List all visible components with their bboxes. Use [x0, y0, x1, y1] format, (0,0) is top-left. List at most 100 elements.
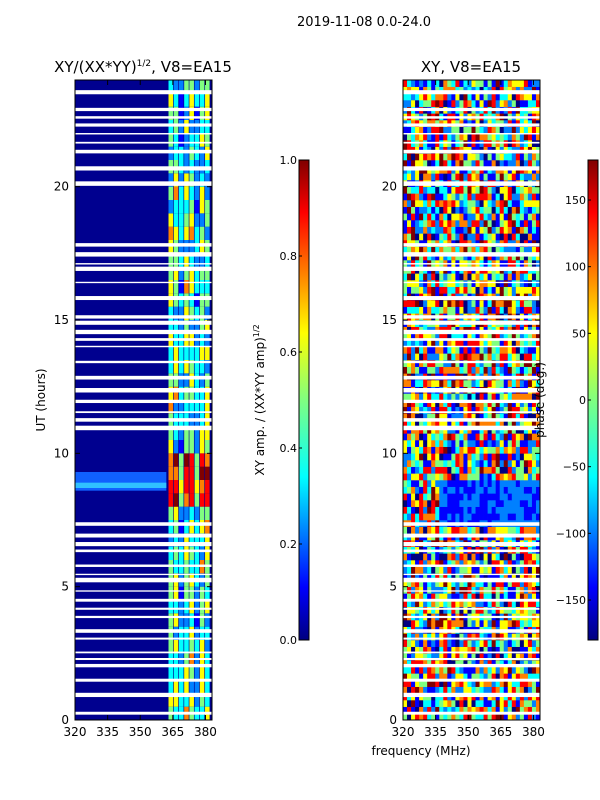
phase-cell [511, 253, 517, 261]
phase-cell [439, 206, 444, 214]
phase-cell [431, 406, 436, 414]
phase-cell [463, 486, 468, 494]
phase-cell [479, 433, 484, 441]
phase-cell [435, 446, 440, 454]
flagged-row [75, 657, 212, 661]
phase-cell [491, 506, 496, 514]
amp-cell [194, 506, 200, 520]
phase-cell [435, 413, 440, 421]
phase-cell [507, 453, 513, 461]
phase-cell [407, 80, 412, 87]
phase-cell [419, 86, 424, 94]
phase-cell [463, 513, 468, 521]
phase-cell [435, 80, 440, 87]
phase-cell [475, 86, 480, 94]
phase-cell [483, 246, 488, 254]
amp-cell [184, 226, 189, 240]
phase-cell [463, 280, 468, 287]
phase-cell [495, 300, 501, 307]
phase-cell [459, 286, 464, 294]
phase-cell [427, 640, 432, 647]
phase-cell [535, 366, 540, 374]
phase-cell [507, 420, 513, 427]
phase-cell [479, 233, 484, 241]
flagged-row [403, 133, 540, 135]
amp-cell [178, 280, 184, 294]
phase-cell [483, 513, 488, 521]
phase-cell [475, 480, 480, 487]
phase-cell [507, 480, 513, 487]
phase-cell [467, 406, 472, 414]
phase-cell [431, 646, 436, 654]
phase-cell [471, 486, 476, 494]
phase-cell [471, 526, 476, 534]
phase-cell [483, 680, 488, 687]
phase-cell [419, 100, 424, 107]
amp-cell [194, 226, 200, 240]
phase-cell [415, 280, 420, 287]
phase-cell [499, 380, 505, 387]
phase-cell [411, 213, 416, 221]
phase-cell [499, 400, 505, 407]
phase-cell [403, 466, 408, 474]
phase-cell [459, 513, 464, 521]
phase-cell [463, 420, 468, 427]
phase-cell [451, 453, 456, 461]
phase-cell [407, 233, 412, 241]
phase-cell [527, 286, 533, 294]
amp-cell [189, 666, 194, 680]
phase-cell [479, 573, 484, 581]
phase-cell [475, 580, 480, 587]
phase-cell [451, 173, 456, 181]
amp-cell [194, 466, 200, 480]
amp-cell [194, 200, 200, 214]
phase-cell [479, 93, 484, 101]
phase-cell [475, 700, 480, 707]
phase-cell [535, 526, 540, 534]
phase-cell [487, 526, 492, 534]
phase-cell [443, 600, 448, 607]
phase-cell [415, 680, 420, 687]
phase-cell [459, 480, 464, 487]
phase-cell [471, 420, 476, 427]
phase-cell [443, 380, 448, 387]
flagged-row [75, 360, 212, 364]
amp-cell [189, 120, 194, 134]
flagged-row [403, 549, 540, 553]
phase-cell [435, 433, 440, 441]
phase-cell [507, 606, 513, 614]
amp-cell [178, 613, 184, 627]
phase-cell [503, 220, 509, 227]
amp-cell [178, 200, 184, 214]
phase-cell [471, 713, 476, 720]
phase-cell [535, 660, 540, 667]
phase-cell [515, 333, 521, 341]
phase-cell [535, 453, 540, 461]
phase-cell [455, 640, 460, 647]
phase-cell [503, 653, 509, 661]
phase-cell [511, 480, 517, 487]
amp-cell [194, 213, 200, 227]
phase-cell [535, 413, 540, 421]
flagged-row [75, 678, 212, 682]
phase-cell [479, 160, 484, 167]
amp-cell [168, 480, 174, 494]
phase-cell [523, 493, 529, 501]
phase-cell [459, 246, 464, 254]
phase-cell [447, 560, 452, 567]
phase-cell [531, 220, 537, 227]
phase-cell [511, 133, 517, 141]
amp-cell [178, 186, 184, 200]
phase-cell [515, 646, 521, 654]
flagged-row [403, 533, 540, 538]
phase-cell [451, 213, 456, 221]
phase-cell [407, 513, 412, 521]
phase-cell [523, 366, 529, 374]
phase-cell [419, 160, 424, 167]
phase-cell [507, 413, 513, 421]
phase-cell [451, 660, 456, 667]
phase-cell [447, 686, 452, 694]
phase-cell [491, 413, 496, 421]
phase-cell [463, 393, 468, 401]
phase-cell [463, 233, 468, 241]
